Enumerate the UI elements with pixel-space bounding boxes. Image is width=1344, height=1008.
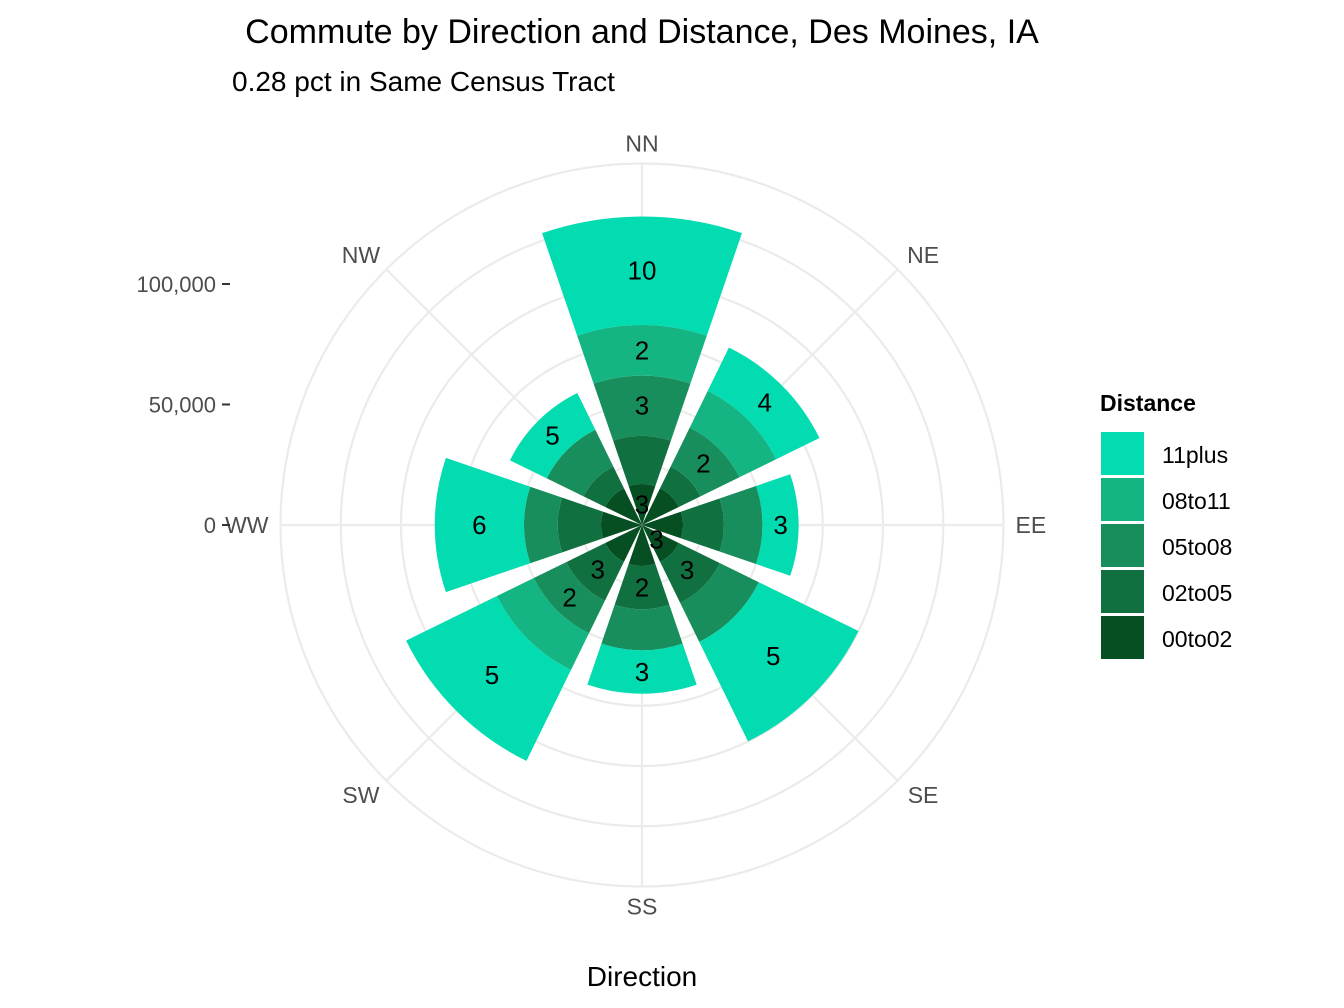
bar-SE-00to02	[642, 525, 679, 562]
bar-WW-05to08	[523, 486, 563, 564]
bar-label-SW-05to08: 2	[562, 582, 576, 612]
bar-SE-05to08	[680, 563, 759, 642]
bar-WW-00to02	[601, 511, 642, 539]
bar-SW-11plus	[406, 596, 571, 761]
bar-SW-00to02	[605, 525, 642, 562]
direction-label-NW: NW	[342, 242, 381, 268]
direction-label-WW: WW	[225, 512, 269, 538]
bar-label-NN-05to08: 3	[635, 391, 649, 421]
bar-label-NN-00to02: 3	[635, 490, 649, 520]
direction-label-SS: SS	[627, 894, 658, 920]
bar-NE-05to08	[670, 427, 740, 497]
legend-title: Distance	[1100, 390, 1196, 416]
bar-NW-11plus	[509, 392, 596, 479]
bar-NN-08to11	[577, 324, 707, 384]
chart-title: Commute by Direction and Distance, Des M…	[245, 13, 1039, 51]
bar-SS-00to02	[628, 525, 656, 566]
bar-EE-02to05	[680, 498, 724, 552]
bar-NE-00to02	[642, 488, 679, 525]
legend-label-08to11: 08to11	[1162, 488, 1231, 514]
bar-SW-02to05	[566, 543, 624, 601]
bar-label-EE-11plus: 3	[773, 510, 787, 540]
bar-label-SS-02to05: 2	[635, 573, 649, 603]
direction-label-NE: NE	[907, 242, 939, 268]
legend-swatch-11plus	[1101, 432, 1144, 475]
bar-EE-05to08	[719, 485, 763, 565]
radial-axis: 0 50,000 100,000	[136, 272, 230, 538]
bar-label-SW-11plus: 5	[485, 660, 499, 690]
bar-NE-08to11	[689, 390, 777, 478]
bar-NW-05to08	[546, 429, 614, 497]
legend-swatch-00to02	[1101, 616, 1144, 659]
direction-labels: NN NE EE SE SS SW WW NW	[225, 131, 1046, 920]
bar-WW-11plus	[434, 457, 531, 593]
bar-label-SE-02to05: 3	[680, 555, 694, 585]
bar-label-SE-11plus: 5	[766, 641, 780, 671]
legend-swatch-05to08	[1101, 524, 1144, 567]
legend-label-00to02: 00to02	[1162, 626, 1232, 652]
bar-label-NE-05to08: 2	[696, 449, 710, 479]
chart-subtitle: 0.28 pct in Same Census Tract	[232, 66, 615, 97]
legend-label-05to08: 05to08	[1162, 534, 1232, 560]
bar-SS-11plus	[587, 643, 697, 694]
bar-NW-02to05	[583, 466, 624, 507]
x-axis-title: Direction	[587, 961, 697, 992]
bar-label-WW-11plus: 6	[472, 510, 486, 540]
bar-NW-00to02	[605, 488, 642, 525]
bar-segments	[406, 216, 859, 761]
bar-label-NW-11plus: 5	[545, 421, 559, 451]
bar-label-SW-02to05: 3	[590, 554, 604, 584]
direction-label-EE: EE	[1016, 512, 1047, 538]
radial-tick-label: 100,000	[136, 272, 216, 297]
bar-label-NN-08to11: 2	[635, 335, 649, 365]
bar-NE-02to05	[660, 466, 701, 507]
bar-label-SE-00to02: 3	[649, 524, 663, 554]
bar-EE-00to02	[642, 511, 683, 539]
bar-NN-00to02	[628, 484, 656, 525]
bar-label-NN-11plus: 10	[628, 256, 657, 286]
radial-tick-label: 0	[204, 513, 216, 538]
bar-NE-11plus	[707, 347, 820, 460]
legend-swatch-02to05	[1101, 570, 1144, 613]
bar-WW-02to05	[557, 497, 604, 553]
bar-SW-08to11	[496, 578, 589, 671]
radial-tick-label: 50,000	[149, 393, 216, 418]
bar-SS-05to08	[601, 604, 683, 651]
legend-swatch-08to11	[1101, 478, 1144, 521]
bar-label-SS-11plus: 3	[635, 657, 649, 687]
bar-SE-02to05	[660, 543, 720, 603]
direction-label-SW: SW	[342, 782, 379, 808]
bar-SE-11plus	[699, 582, 859, 742]
bar-label-NE-11plus: 4	[757, 387, 771, 417]
bar-NN-11plus	[542, 216, 742, 336]
bar-SW-05to08	[533, 562, 605, 634]
bar-NN-05to08	[593, 375, 691, 441]
direction-label-NN: NN	[625, 131, 658, 157]
bar-SS-02to05	[614, 563, 670, 610]
legend-label-11plus: 11plus	[1162, 442, 1228, 468]
bar-NN-02to05	[613, 435, 671, 487]
bar-EE-11plus	[756, 474, 799, 576]
legend: Distance 11plus 08to11 05to08 02to05 00to02	[1100, 390, 1232, 659]
legend-label-02to05: 02to05	[1162, 580, 1232, 606]
direction-label-SE: SE	[908, 782, 939, 808]
